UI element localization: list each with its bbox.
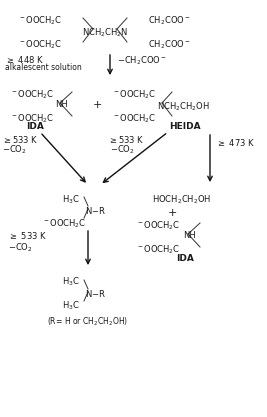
- Text: CH$_2$COO$^-$: CH$_2$COO$^-$: [148, 14, 191, 27]
- Text: $\geq$533 K: $\geq$533 K: [2, 134, 39, 145]
- Text: HOCH$_2$CH$_2$OH: HOCH$_2$CH$_2$OH: [152, 193, 211, 206]
- Text: NCH$_2$CH$_2$N: NCH$_2$CH$_2$N: [82, 26, 128, 38]
- Text: $^-$OOCH$_2$C: $^-$OOCH$_2$C: [112, 88, 156, 100]
- Text: (R= H or CH$_2$CH$_2$OH): (R= H or CH$_2$CH$_2$OH): [48, 315, 129, 327]
- Text: $^-$OOCH$_2$C: $^-$OOCH$_2$C: [42, 217, 86, 229]
- Text: $\geq$ 473 K: $\geq$ 473 K: [216, 137, 255, 148]
- Text: IDA: IDA: [176, 254, 194, 263]
- Text: $^-$OOCH$_2$C: $^-$OOCH$_2$C: [10, 88, 54, 100]
- Text: $-$CO$_2$: $-$CO$_2$: [110, 144, 135, 156]
- Text: NH: NH: [55, 100, 68, 109]
- Text: +: +: [92, 100, 102, 110]
- Text: NH: NH: [183, 231, 196, 240]
- Text: alkalescent solution: alkalescent solution: [5, 63, 82, 72]
- Text: $\geq$533 K: $\geq$533 K: [108, 134, 145, 145]
- Text: NCH$_2$CH$_2$OH: NCH$_2$CH$_2$OH: [157, 100, 210, 113]
- Text: $^-$OOCH$_2$C: $^-$OOCH$_2$C: [136, 219, 180, 231]
- Text: H$_3$C: H$_3$C: [62, 300, 80, 312]
- Text: H$_3$C: H$_3$C: [62, 193, 80, 206]
- Text: $-$CO$_2$: $-$CO$_2$: [2, 144, 27, 156]
- Text: $^-$OOCH$_2$C: $^-$OOCH$_2$C: [136, 243, 180, 256]
- Text: N$-$R: N$-$R: [85, 288, 106, 299]
- Text: CH$_2$COO$^-$: CH$_2$COO$^-$: [148, 38, 191, 50]
- Text: +: +: [168, 208, 177, 218]
- Text: N$-$R: N$-$R: [85, 205, 106, 216]
- Text: $\geq$ 533 K: $\geq$ 533 K: [8, 230, 47, 241]
- Text: IDA: IDA: [26, 122, 44, 131]
- Text: $^-$OOCH$_2$C: $^-$OOCH$_2$C: [18, 38, 62, 50]
- Text: $^-$OOCH$_2$C: $^-$OOCH$_2$C: [10, 112, 54, 125]
- Text: $-$CH$_2$COO$^-$: $-$CH$_2$COO$^-$: [117, 54, 167, 66]
- Text: $\geq$ 448 K: $\geq$ 448 K: [5, 54, 44, 65]
- Text: H$_3$C: H$_3$C: [62, 276, 80, 289]
- Text: HEIDA: HEIDA: [169, 122, 201, 131]
- Text: $^-$OOCH$_2$C: $^-$OOCH$_2$C: [18, 14, 62, 27]
- Text: $^-$OOCH$_2$C: $^-$OOCH$_2$C: [112, 112, 156, 125]
- Text: $-$CO$_2$: $-$CO$_2$: [8, 241, 33, 254]
